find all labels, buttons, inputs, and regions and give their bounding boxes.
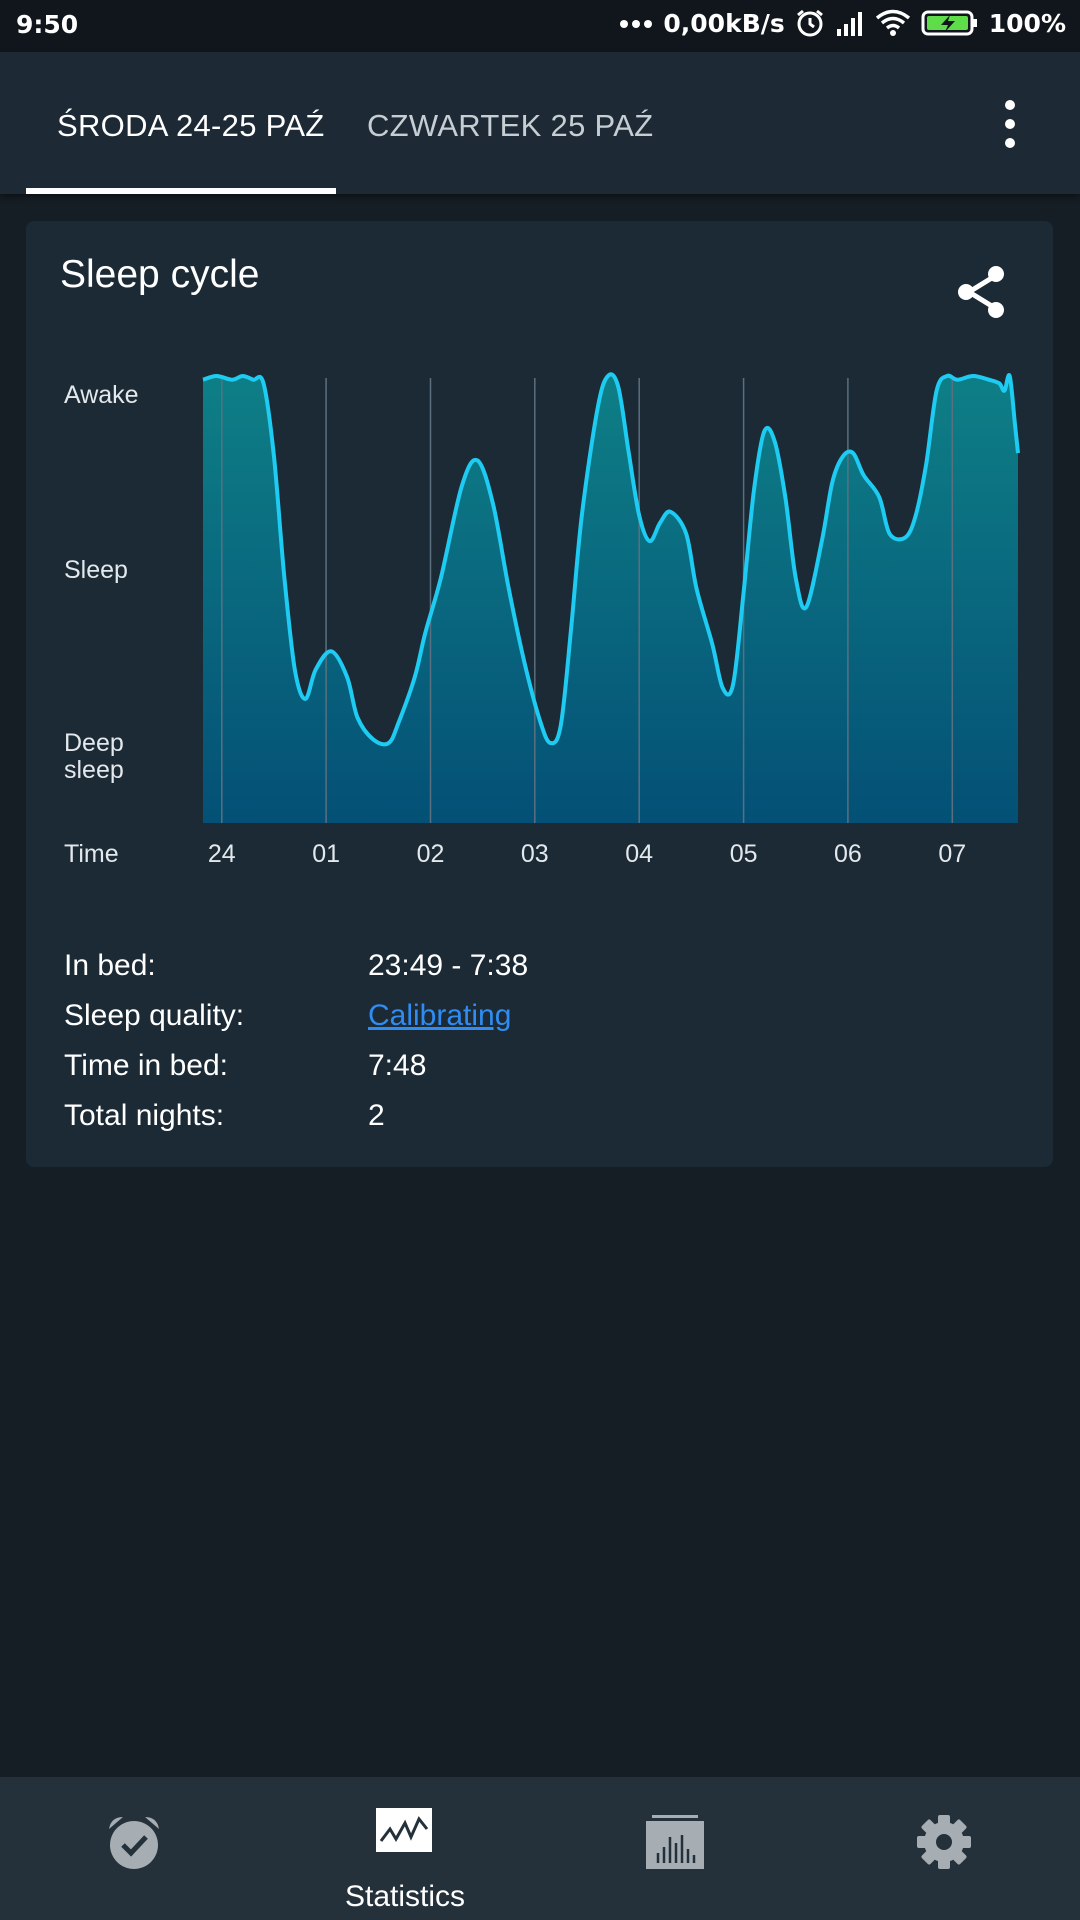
status-time: 9:50	[16, 10, 79, 39]
status-bar: 9:50 0,00kB/s	[0, 0, 1080, 52]
x-tick-01: 01	[312, 840, 340, 868]
nav-sleep-history[interactable]	[540, 1777, 810, 1920]
x-tick-03: 03	[521, 840, 549, 868]
x-tick-02: 02	[417, 840, 445, 868]
nav-statistics[interactable]: Statistics	[270, 1777, 540, 1920]
network-speed: 0,00kB/s	[663, 8, 785, 38]
sleep-quality-link[interactable]: Calibrating	[368, 999, 512, 1032]
day-tabs: ŚRODA 24-25 PAŹ CZWARTEK 25 PAŹ	[0, 52, 1080, 194]
x-tick-07: 07	[938, 840, 966, 868]
sleep-area-fill	[203, 374, 1018, 823]
in-bed-label: In bed:	[64, 949, 156, 982]
sleep-history-icon	[646, 1815, 704, 1869]
card-title: Sleep cycle	[60, 253, 260, 296]
x-tick-06: 06	[834, 840, 862, 868]
alarm-icon	[796, 9, 823, 37]
tab-selected-indicator	[26, 188, 336, 194]
signal-icon	[836, 12, 862, 36]
wifi-icon	[875, 9, 910, 36]
total-nights-value: 2	[368, 1099, 385, 1132]
in-bed-value: 23:49 - 7:38	[368, 949, 529, 982]
time-in-bed-label: Time in bed:	[64, 1049, 228, 1082]
overflow-menu-icon[interactable]	[990, 98, 1028, 150]
bottom-nav: Statistics	[0, 1777, 1080, 1920]
nav-statistics-label: Statistics	[344, 1880, 466, 1913]
share-icon[interactable]	[952, 263, 1010, 321]
x-axis-label: Time	[64, 840, 119, 868]
nav-settings[interactable]	[810, 1777, 1080, 1920]
y-label-deep-sleep: Deep sleep	[64, 729, 131, 784]
alarm-clock-icon	[109, 1817, 159, 1869]
sleep-series-line	[202, 372, 1020, 747]
battery-percent: 100%	[988, 8, 1066, 38]
status-icons: 0,00kB/s 100%	[619, 8, 1066, 38]
x-tick-24: 24	[208, 840, 236, 868]
tab-wednesday[interactable]: ŚRODA 24-25 PAŹ	[57, 108, 325, 143]
y-label-awake: Awake	[64, 381, 139, 409]
time-in-bed-value: 7:48	[368, 1049, 427, 1082]
more-dots-icon	[620, 20, 653, 28]
tab-thursday[interactable]: CZWARTEK 25 PAŹ	[367, 108, 654, 143]
sleep-cycle-card: Awake Sleep Deep sleep Time 24 01 02 03 04 05…	[26, 221, 1053, 1167]
nav-alarm[interactable]	[0, 1777, 270, 1920]
x-tick-05: 05	[730, 840, 758, 868]
y-label-sleep: Sleep	[64, 556, 128, 584]
battery-charging-icon	[921, 10, 977, 36]
total-nights-label: Total nights:	[64, 1099, 225, 1132]
sleep-cycle-chart: Awake Sleep Deep sleep Time 24 01 02 03 04 05…	[64, 372, 1020, 868]
sleep-quality-label: Sleep quality:	[64, 999, 245, 1032]
settings-gear-icon	[917, 1815, 971, 1869]
x-tick-04: 04	[625, 840, 653, 868]
statistics-chart-icon	[376, 1808, 432, 1852]
